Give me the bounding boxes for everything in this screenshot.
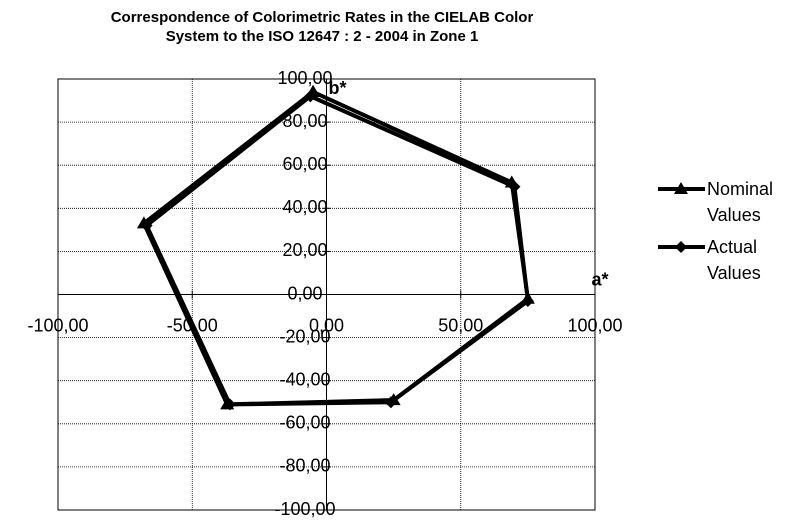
y-tick-label: -80,00 — [279, 456, 330, 476]
y-axis-title: b* — [329, 78, 347, 98]
diamond-marker — [304, 90, 317, 103]
y-tick-label: -20,00 — [279, 326, 330, 346]
diamond-marker — [675, 241, 687, 253]
x-tick-label: 100,00 — [567, 315, 622, 335]
y-tick-label: 60,00 — [282, 154, 327, 174]
y-tick-label: 0,00 — [287, 283, 322, 303]
y-tick-label: 40,00 — [282, 197, 327, 217]
x-tick-label: 50,00 — [438, 315, 483, 335]
legend-label: Actual Values — [707, 237, 761, 283]
diamond-marker — [140, 219, 153, 232]
triangle-marker — [674, 182, 688, 194]
y-tick-label: 20,00 — [282, 240, 327, 260]
diamond-marker — [223, 398, 236, 411]
y-tick-label: 100,00 — [277, 68, 332, 88]
legend-label: Nominal Values — [707, 179, 774, 225]
y-tick-label: -100,00 — [274, 499, 335, 519]
diamond-marker — [384, 396, 397, 409]
y-tick-label: -60,00 — [279, 413, 330, 433]
diamond-marker — [508, 180, 521, 193]
x-tick-label: -100,00 — [27, 315, 88, 335]
y-tick-label: -40,00 — [279, 369, 330, 389]
series-line — [141, 90, 530, 407]
chart-title: Correspondence of Colorimetric Rates in … — [110, 9, 534, 45]
x-axis-title: a* — [591, 269, 608, 289]
diamond-marker — [521, 294, 534, 307]
y-tick-label: 80,00 — [282, 111, 327, 131]
